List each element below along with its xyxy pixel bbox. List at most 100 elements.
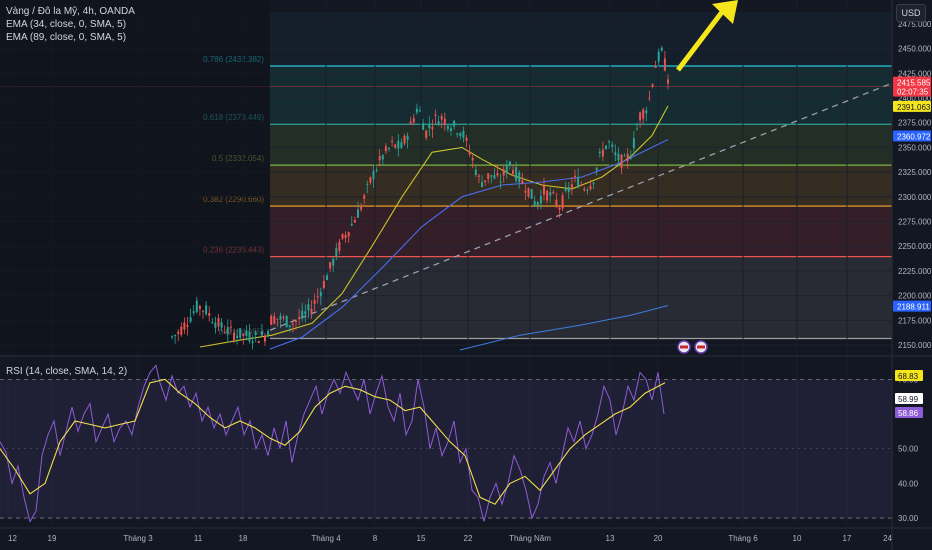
candle-body xyxy=(384,146,387,152)
candle-body xyxy=(462,130,465,138)
price-tick-label: 2325.000 xyxy=(898,168,932,177)
candle-body xyxy=(248,332,251,342)
candle-body xyxy=(484,180,487,182)
candle-body xyxy=(295,320,297,323)
candle-body xyxy=(186,325,189,327)
candle-body xyxy=(490,175,493,177)
price-tick-label: 2425.000 xyxy=(898,69,932,78)
candle-body xyxy=(239,328,242,338)
candle-body xyxy=(192,311,195,314)
candle-body xyxy=(546,190,549,201)
price-axis[interactable]: 2475.000 2450.000 2425.000 2400.000 2375.000… xyxy=(891,0,932,550)
candle-body xyxy=(595,167,598,171)
candle-body xyxy=(539,195,542,204)
candle-body xyxy=(316,296,319,298)
candle-body xyxy=(502,169,505,176)
candle-body xyxy=(530,189,533,199)
candle-body xyxy=(195,300,198,312)
candle-body xyxy=(226,327,229,334)
candle-body xyxy=(236,335,239,338)
price-tick-label: 2275.000 xyxy=(898,218,932,227)
candle-body xyxy=(533,201,536,206)
candle-body xyxy=(601,149,604,157)
candle-body xyxy=(270,315,273,325)
shaded-region xyxy=(0,0,270,354)
candle-body xyxy=(214,322,217,328)
candle-body xyxy=(350,224,353,226)
time-tick-label: 15 xyxy=(417,534,426,543)
candle-body xyxy=(251,341,254,344)
candle-body xyxy=(632,138,635,149)
trend-line[interactable] xyxy=(269,82,893,331)
candle-body xyxy=(397,140,400,149)
candle-body xyxy=(434,114,437,116)
candle-body xyxy=(310,308,313,314)
candle-body xyxy=(353,220,356,223)
candle-body xyxy=(459,132,462,136)
candle-body xyxy=(443,118,446,125)
up-arrow-annotation[interactable] xyxy=(676,0,738,72)
candle-body xyxy=(515,167,518,181)
candle-body xyxy=(378,156,381,161)
ema34-legend[interactable]: EMA (34, close, 0, SMA, 5) xyxy=(6,19,127,30)
price-tick-label: 2250.000 xyxy=(898,242,932,251)
candle-body xyxy=(329,262,332,269)
time-tick-label: 18 xyxy=(239,534,248,543)
candle-body xyxy=(412,118,415,123)
arrow-head xyxy=(712,0,738,24)
candle-body xyxy=(437,121,440,126)
candle-body xyxy=(319,291,322,297)
currency-button[interactable]: USD xyxy=(896,4,926,22)
candle-body xyxy=(363,195,366,199)
candle-body xyxy=(326,275,328,281)
time-tick-label: Tháng Năm xyxy=(509,534,551,543)
candle-body xyxy=(267,330,270,335)
candle-body xyxy=(440,116,443,120)
ema34-line xyxy=(199,105,669,348)
candle-body xyxy=(171,336,173,338)
price-label-tag xyxy=(893,300,931,312)
dashed-trendline xyxy=(269,82,893,331)
grid-lines xyxy=(0,0,932,357)
time-axis[interactable]: 12 19 Tháng 3 11 18 Tháng 4 8 15 22 Tháng Năm 13 20… xyxy=(0,527,932,543)
price-label-tag xyxy=(893,130,931,142)
candle-body xyxy=(344,234,347,239)
rsi-value-tag xyxy=(895,393,923,404)
candle-body xyxy=(465,137,468,141)
candle-body xyxy=(360,205,363,210)
candle-body xyxy=(493,174,496,179)
ema89-legend[interactable]: EMA (89, close, 0, SMA, 5) xyxy=(6,32,127,43)
candle-body xyxy=(614,152,617,155)
candle-body xyxy=(338,241,341,251)
event-flags[interactable] xyxy=(677,340,708,354)
price-label-tag xyxy=(893,76,931,97)
fib-zone xyxy=(270,256,892,339)
candle-body xyxy=(282,316,285,319)
rsi-legend[interactable]: RSI (14, close, SMA, 14, 2) xyxy=(6,366,128,377)
fib-zone xyxy=(270,206,892,257)
candle-body xyxy=(580,184,583,186)
candle-body xyxy=(254,331,257,335)
candle-body xyxy=(174,335,177,337)
candle-body xyxy=(335,248,338,257)
candle-body xyxy=(242,333,245,336)
price-label-text: 2188.911 xyxy=(897,303,930,312)
time-tick-label: 22 xyxy=(464,534,473,543)
candle-body xyxy=(527,187,530,197)
candle-body xyxy=(229,326,232,328)
candle-body xyxy=(496,173,499,176)
time-tick-label: 8 xyxy=(373,534,378,543)
candle-body xyxy=(561,195,564,209)
price-label-tag xyxy=(893,100,931,112)
candle-body xyxy=(425,130,428,138)
candle-body xyxy=(608,141,611,143)
candle-body xyxy=(223,332,226,334)
candle-body xyxy=(431,126,434,130)
symbol-title[interactable]: Vàng / Đô la Mỹ, 4h, OANDA xyxy=(6,6,135,17)
candle-body xyxy=(518,172,521,183)
candle-body xyxy=(521,180,524,184)
price-tick-label: 2225.000 xyxy=(898,267,932,276)
candle-body xyxy=(552,191,555,193)
candle-body xyxy=(605,145,607,149)
